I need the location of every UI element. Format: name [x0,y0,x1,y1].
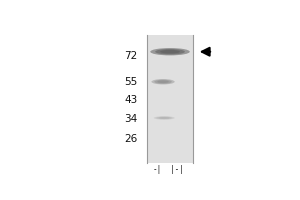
Bar [147,35,193,163]
Ellipse shape [150,48,190,55]
Ellipse shape [156,117,172,119]
Ellipse shape [154,116,175,120]
Text: 55: 55 [124,77,137,87]
Ellipse shape [160,50,180,54]
Text: -|: -| [153,165,162,174]
Ellipse shape [159,117,169,119]
Text: 43: 43 [124,95,137,105]
Ellipse shape [154,80,172,84]
Text: 34: 34 [124,114,137,124]
Text: 72: 72 [124,51,137,61]
Ellipse shape [157,80,169,83]
Ellipse shape [155,49,185,54]
Ellipse shape [152,79,175,84]
Text: |-|: |-| [170,165,184,174]
Text: 26: 26 [124,134,137,144]
